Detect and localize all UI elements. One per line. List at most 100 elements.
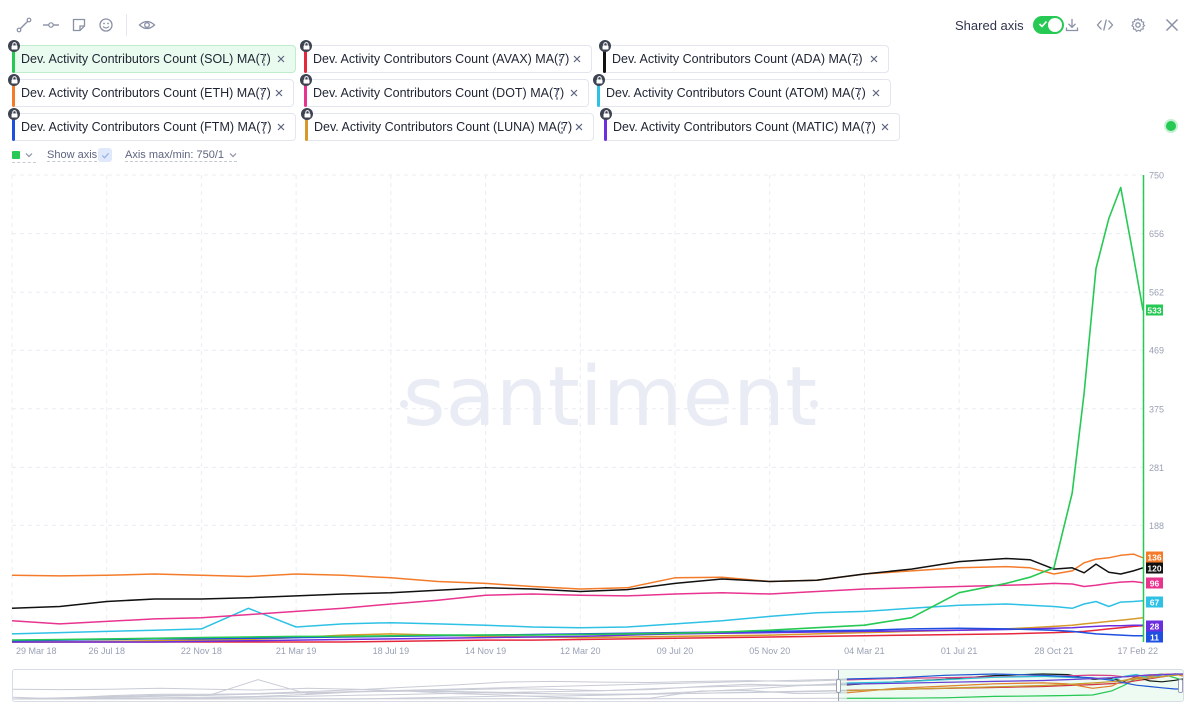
metric-chip[interactable]: Dev. Activity Contributors Count (SOL) M… [8, 40, 296, 73]
remove-metric-icon[interactable] [568, 87, 580, 99]
metric-color-bar [12, 49, 15, 73]
badge-background [1146, 596, 1163, 608]
y-tick-label: 562 [1149, 288, 1164, 298]
show-axis-checkbox[interactable] [98, 148, 112, 162]
more-options-icon[interactable] [552, 86, 562, 102]
badge-value: 120 [1147, 563, 1161, 573]
toolbar-separator [126, 14, 127, 36]
x-tick-label: 29 Mar 18 [16, 646, 57, 656]
remove-metric-icon[interactable] [275, 121, 287, 133]
axis-maxmin-label: Axis max/min: 750/1 [125, 149, 225, 161]
metric-color-bar [597, 83, 600, 107]
chart-toolbar: Shared axis [0, 0, 1199, 50]
remove-metric-icon[interactable] [275, 53, 287, 65]
metric-label: Dev. Activity Contributors Count (ETH) M… [21, 86, 271, 100]
x-tick-label: 14 Nov 19 [465, 646, 506, 656]
more-options-icon[interactable] [854, 86, 864, 102]
download-icon[interactable] [1061, 14, 1083, 36]
x-tick-label: 04 Mar 21 [844, 646, 885, 656]
lock-icon[interactable] [599, 40, 611, 52]
lock-icon[interactable] [8, 40, 20, 52]
series-line [12, 616, 1144, 643]
x-tick-label: 18 Jul 19 [373, 646, 410, 656]
x-tick-label: 28 Oct 21 [1034, 646, 1073, 656]
more-options-icon[interactable] [259, 120, 269, 136]
color-selector[interactable] [12, 147, 36, 163]
remove-metric-icon[interactable] [868, 53, 880, 65]
metric-color-bar [304, 83, 307, 107]
close-icon[interactable] [1161, 14, 1183, 36]
lock-icon[interactable] [300, 40, 312, 52]
watermark-dot-left [400, 400, 408, 408]
shared-axis-control: Shared axis [955, 14, 1064, 36]
navigator-left-handle[interactable] [836, 679, 841, 693]
chevron-down-icon [25, 153, 33, 158]
settings-gear-icon[interactable] [1127, 14, 1149, 36]
emoji-icon[interactable] [95, 14, 117, 36]
more-options-icon[interactable] [852, 52, 862, 68]
lock-icon[interactable] [600, 108, 612, 120]
x-axis-ticks: 29 Mar 18 26 Jul 18 22 Nov 18 21 Mar 19 18 J… [16, 646, 1158, 656]
shared-axis-toggle[interactable] [1032, 16, 1064, 34]
horizontal-line-icon[interactable] [40, 14, 62, 36]
navigator-series-line-selected [846, 673, 1183, 690]
embed-code-icon[interactable] [1094, 14, 1116, 36]
remove-metric-icon[interactable] [879, 121, 891, 133]
chart-grid [11, 174, 1144, 642]
navigator-series-line-selected [846, 673, 1183, 685]
remove-metric-icon[interactable] [573, 121, 585, 133]
badge-background [1146, 551, 1163, 563]
time-range-navigator[interactable] [12, 669, 1184, 702]
metric-chip[interactable]: Dev. Activity Contributors Count (DOT) M… [300, 74, 589, 107]
badge-value: 136 [1147, 552, 1161, 562]
metric-color-bar [12, 83, 15, 107]
lock-icon[interactable] [8, 108, 20, 120]
metric-chip[interactable]: Dev. Activity Contributors Count (AVAX) … [300, 40, 592, 73]
navigator-right-handle[interactable] [1178, 679, 1183, 693]
badge-background [1146, 620, 1163, 632]
last-value-badge: 28 [1146, 620, 1163, 632]
metric-color-bar [12, 117, 15, 141]
metric-color-bar [604, 117, 607, 141]
metric-color-bar [304, 49, 307, 73]
y-tick-label: 656 [1149, 229, 1164, 239]
more-options-icon[interactable] [557, 120, 567, 136]
toggle-knob [1047, 18, 1062, 32]
series-line [12, 625, 1144, 643]
lock-icon[interactable] [8, 74, 20, 86]
note-icon[interactable] [68, 14, 90, 36]
last-value-badge: 120 [1146, 562, 1163, 574]
navigator-selection-window[interactable] [838, 670, 1183, 701]
chart-canvas[interactable]: santiment 750 656 562 469 375 281 188 533 12013… [0, 160, 1199, 662]
more-options-icon[interactable] [257, 86, 267, 102]
series-line [11, 580, 1144, 625]
badge-value: 96 [1150, 578, 1160, 588]
line-drawing-icon[interactable] [13, 14, 35, 36]
metric-chip[interactable]: Dev. Activity Contributors Count (ADA) M… [599, 40, 889, 73]
remove-metric-icon[interactable] [571, 53, 583, 65]
lock-icon[interactable] [300, 74, 312, 86]
metric-label: Dev. Activity Contributors Count (MATIC)… [613, 120, 876, 134]
axis-maxmin-selector[interactable]: Axis max/min: 750/1 [125, 149, 238, 162]
more-options-icon[interactable] [863, 120, 873, 136]
metric-chip[interactable]: Dev. Activity Contributors Count (MATIC)… [600, 108, 900, 141]
santiment-watermark: santiment [403, 350, 817, 445]
x-tick-label: 26 Jul 18 [88, 646, 125, 656]
y-tick-label: 188 [1149, 521, 1164, 531]
more-options-icon[interactable] [555, 52, 565, 68]
metric-chip[interactable]: Dev. Activity Contributors Count (ATOM) … [593, 74, 891, 107]
navigator-series-line-selected [846, 673, 1183, 692]
remove-metric-icon[interactable] [273, 87, 285, 99]
more-options-icon[interactable] [259, 52, 269, 68]
metric-chip[interactable]: Dev. Activity Contributors Count (ETH) M… [8, 74, 294, 107]
metric-chip[interactable]: Dev. Activity Contributors Count (FTM) M… [8, 108, 296, 141]
eye-icon[interactable] [136, 14, 158, 36]
connection-status-dot [1166, 121, 1176, 131]
lock-icon[interactable] [301, 108, 313, 120]
metric-chip[interactable]: Dev. Activity Contributors Count (LUNA) … [301, 108, 594, 141]
remove-metric-icon[interactable] [870, 87, 882, 99]
lock-icon[interactable] [593, 74, 605, 86]
series-line [11, 186, 1144, 641]
badge-value: 28 [1150, 621, 1160, 631]
